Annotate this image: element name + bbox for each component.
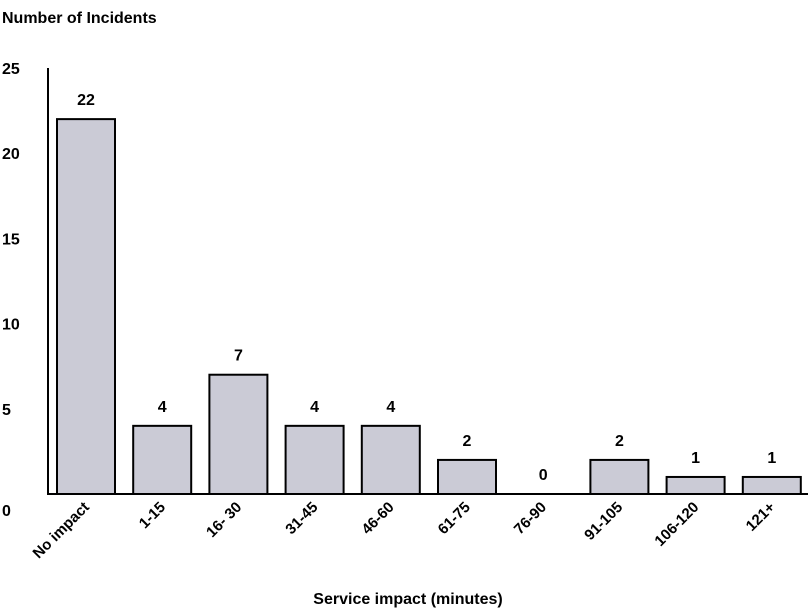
x-tick-label: 106-120 [651,499,702,550]
x-axis-title: Service impact (minutes) [313,591,502,608]
data-label: 0 [539,467,548,484]
y-axis-title: Number of Incidents [2,10,157,27]
data-label: 1 [767,450,776,467]
x-tick-label: 16- 30 [203,499,245,541]
y-axis-ticks: 0 5 10 15 20 25 [2,61,20,520]
y-tick-label: 25 [2,61,20,78]
bar [208,373,269,495]
x-tick-label: 1-15 [136,499,169,532]
bars-group [56,118,802,496]
data-label: 1 [691,450,700,467]
x-axis-ticks: No impact 1-15 16- 30 31-45 46-60 61-75 76-90 9… [30,499,779,562]
y-tick-label: 10 [2,317,20,334]
bar [360,424,421,495]
data-label: 4 [158,399,167,416]
data-label: 2 [463,433,472,450]
x-tick-label: 61-75 [435,499,474,538]
x-tick-label: 31-45 [282,499,321,538]
data-label: 2 [615,433,624,450]
bar [132,424,193,495]
data-label: 7 [234,348,243,365]
bar [284,424,345,495]
y-tick-label: 20 [2,146,20,163]
x-tick-label: 76-90 [511,499,550,538]
bar [437,458,497,496]
x-tick-label: 91-105 [581,499,626,544]
x-tick-label: 46-60 [358,499,397,538]
y-tick-label: 0 [2,503,11,520]
bar [589,458,650,496]
data-labels-group: 22 4 7 4 4 2 0 2 1 1 [77,92,776,484]
data-label: 4 [310,399,319,416]
bar [56,118,116,496]
data-label: 4 [386,399,395,416]
y-tick-label: 15 [2,231,20,248]
x-tick-label: 121+ [743,499,779,535]
bar [741,475,802,495]
y-tick-label: 5 [2,402,11,419]
data-label: 22 [77,92,95,109]
bar [665,475,726,495]
x-tick-label: No impact [30,499,93,562]
